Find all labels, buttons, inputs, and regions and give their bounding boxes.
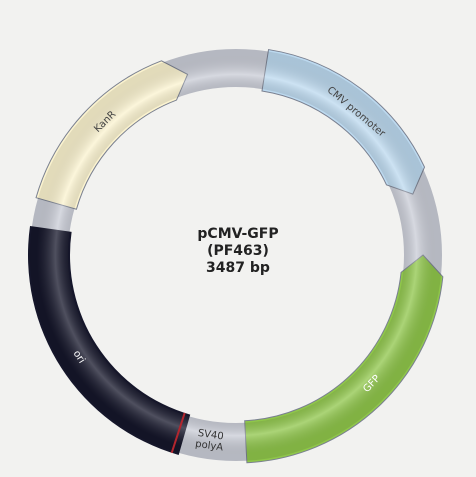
plasmid-size: 3487 bp	[206, 260, 270, 276]
ring-shading	[30, 49, 442, 461]
plasmid-id: (PF463)	[207, 243, 269, 259]
feature-label-sv40-polya: SV40polyA	[194, 428, 225, 454]
site-marker-line	[170, 412, 186, 454]
plasmid-center-title: pCMV-GFP (PF463) 3487 bp	[178, 226, 298, 277]
feature-gfp	[244, 254, 444, 464]
plasmid-name: pCMV-GFP	[197, 226, 279, 242]
